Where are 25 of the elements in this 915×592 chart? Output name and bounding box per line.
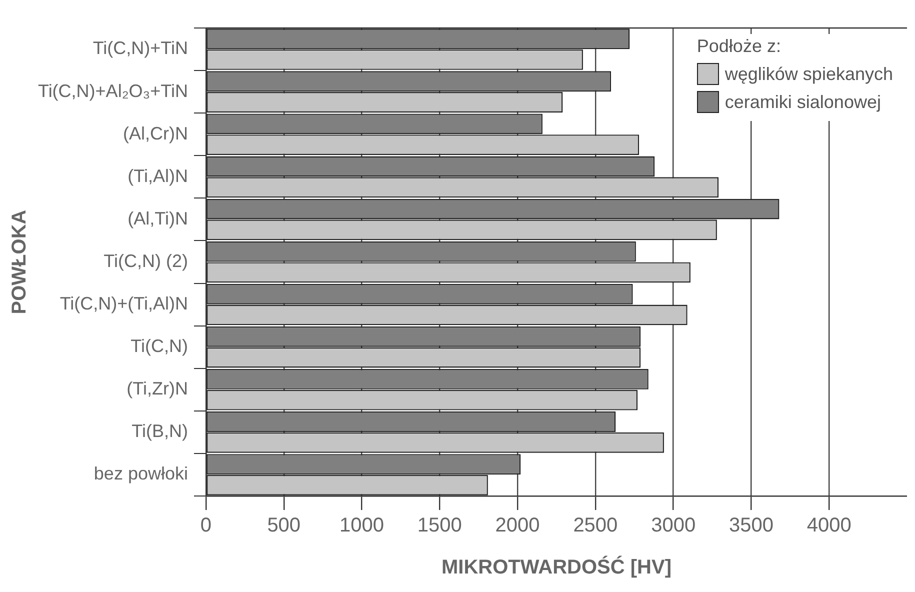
x-tick-label: 0 — [200, 514, 212, 537]
y-tick-label: Ti(C,N)+Al₂O₃+TiN — [38, 80, 188, 101]
y-tick-label: Ti(C,N)+TiN — [92, 38, 188, 58]
x-tick-label: 1500 — [417, 514, 462, 537]
y-tick-label: (Al,Ti)N — [128, 208, 188, 228]
y-tick-label: (Al,Cr)N — [122, 123, 188, 144]
x-tick-label: 2500 — [573, 514, 618, 537]
y-tick-label: Ti(C,N) — [130, 336, 188, 356]
y-tick-label: (Ti,Zr)N — [126, 378, 188, 399]
y-tick-label: Ti(B,N) — [132, 421, 188, 442]
y-tick-label: Ti(C,N)+(Ti,Al)N — [60, 294, 188, 314]
x-tick-label: 4000 — [806, 514, 852, 537]
x-tick-label: 3000 — [651, 514, 696, 537]
x-tick-label: 500 — [267, 514, 301, 537]
x-axis-title: MIKROTWARDOŚĆ [HV] — [442, 556, 672, 579]
x-tick-label: 1000 — [340, 514, 384, 537]
y-axis-title: POWŁOKA — [8, 210, 31, 314]
y-tick-label: bez powłoki — [94, 464, 188, 484]
legend-title: Podłoże z: — [696, 36, 782, 57]
y-tick-label: (Ti,Al)N — [128, 166, 188, 186]
y-tick-label: Ti(C,N) (2) — [104, 250, 188, 271]
legend-label: ceramiki sialonowej — [724, 92, 881, 112]
legend-label: węglików spiekanych — [724, 64, 893, 84]
x-tick-label: 2000 — [495, 514, 540, 537]
x-tick-label: 3500 — [728, 514, 774, 537]
